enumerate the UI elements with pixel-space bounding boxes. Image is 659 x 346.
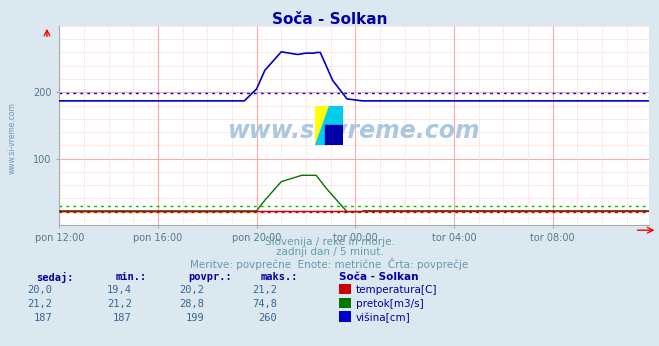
Text: 21,2: 21,2 <box>28 299 53 309</box>
Text: višina[cm]: višina[cm] <box>356 313 411 324</box>
Text: povpr.:: povpr.: <box>188 272 231 282</box>
Text: 199: 199 <box>186 313 204 323</box>
Text: www.si-vreme.com: www.si-vreme.com <box>8 102 17 174</box>
Text: 20,2: 20,2 <box>179 285 204 295</box>
Polygon shape <box>315 106 343 145</box>
Text: Soča - Solkan: Soča - Solkan <box>272 12 387 27</box>
Polygon shape <box>315 106 330 145</box>
Text: min.:: min.: <box>115 272 146 282</box>
Text: 260: 260 <box>258 313 277 323</box>
Text: maks.:: maks.: <box>260 272 298 282</box>
Text: 74,8: 74,8 <box>252 299 277 309</box>
Text: 19,4: 19,4 <box>107 285 132 295</box>
Text: Meritve: povprečne  Enote: metrične  Črta: povprečje: Meritve: povprečne Enote: metrične Črta:… <box>190 258 469 270</box>
Text: 21,2: 21,2 <box>252 285 277 295</box>
Text: 20,0: 20,0 <box>28 285 53 295</box>
Text: zadnji dan / 5 minut.: zadnji dan / 5 minut. <box>275 247 384 257</box>
Text: 187: 187 <box>113 313 132 323</box>
Text: 28,8: 28,8 <box>179 299 204 309</box>
Text: 187: 187 <box>34 313 53 323</box>
Polygon shape <box>325 126 343 145</box>
Text: 21,2: 21,2 <box>107 299 132 309</box>
Text: sedaj:: sedaj: <box>36 272 74 283</box>
Text: Soča - Solkan: Soča - Solkan <box>339 272 419 282</box>
Text: www.si-vreme.com: www.si-vreme.com <box>228 119 480 143</box>
Text: pretok[m3/s]: pretok[m3/s] <box>356 299 424 309</box>
Text: temperatura[C]: temperatura[C] <box>356 285 438 295</box>
Text: Slovenija / reke in morje.: Slovenija / reke in morje. <box>264 237 395 247</box>
